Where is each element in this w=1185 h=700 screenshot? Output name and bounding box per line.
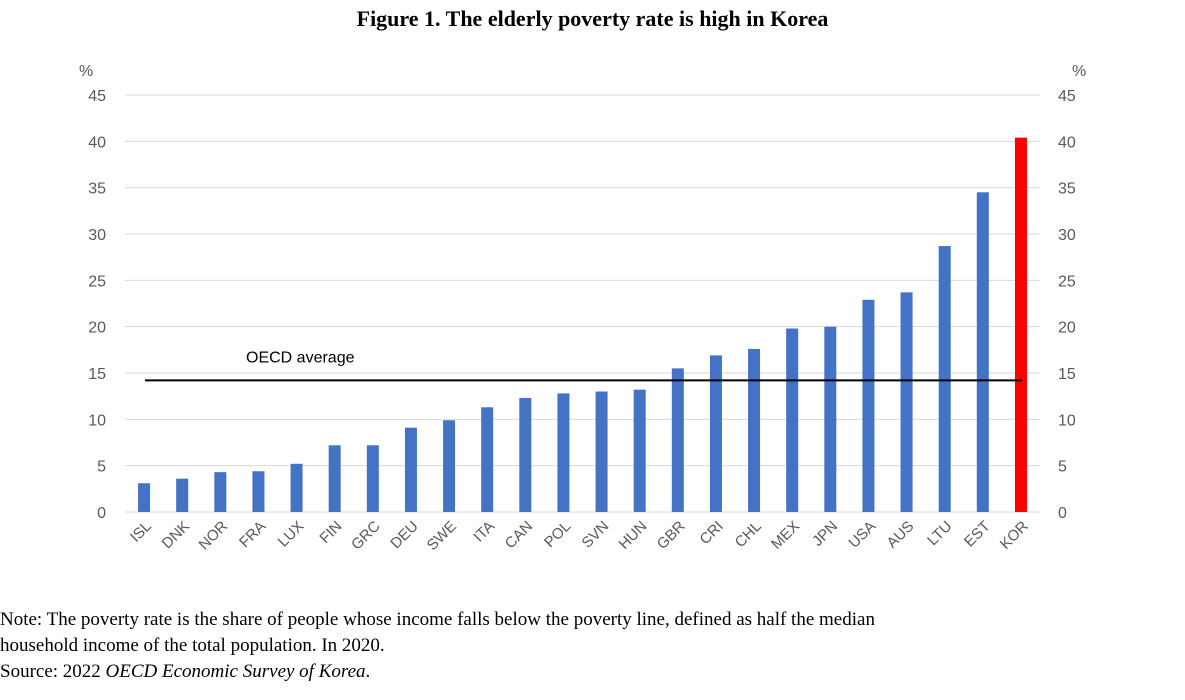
y-tick-right-40: 40: [1058, 134, 1076, 151]
x-tick-isl: ISL: [127, 518, 155, 546]
y-tick-right-35: 35: [1058, 181, 1076, 198]
x-tick-nor: NOR: [196, 518, 232, 554]
bar-ltu: [938, 246, 951, 512]
y-tick-right-20: 20: [1058, 320, 1076, 337]
y-axis-label-right: %: [1072, 63, 1086, 80]
bar-est: [976, 192, 989, 513]
bar-pol: [557, 393, 570, 512]
y-tick-left-20: 20: [88, 320, 106, 337]
source-title: OECD Economic Survey of Korea: [105, 661, 366, 682]
bar-can: [519, 398, 532, 512]
x-tick-deu: DEU: [387, 518, 421, 552]
bar-cri: [709, 355, 722, 512]
y-tick-right-5: 5: [1058, 459, 1067, 476]
bar-fra: [252, 471, 265, 512]
x-tick-swe: SWE: [424, 518, 460, 554]
y-tick-right-10: 10: [1058, 412, 1076, 429]
bar-chl: [748, 348, 761, 512]
chart-note: Note: The poverty rate is the share of p…: [0, 607, 1185, 685]
y-tick-left-45: 45: [88, 88, 106, 105]
x-tick-est: EST: [961, 518, 994, 551]
bar-jpn: [824, 326, 837, 512]
bar-usa: [862, 299, 875, 512]
y-tick-left-35: 35: [88, 181, 106, 198]
bar-aus: [900, 292, 913, 512]
x-tick-cri: CRI: [696, 518, 726, 548]
x-tick-fin: FIN: [316, 518, 345, 547]
x-tick-gbr: GBR: [654, 518, 689, 553]
y-tick-left-5: 5: [97, 459, 106, 476]
y-tick-left-15: 15: [88, 366, 106, 383]
x-tick-usa: USA: [845, 518, 879, 552]
bar-mex: [786, 328, 799, 512]
bar-hun: [633, 389, 646, 512]
bar-lux: [290, 463, 303, 512]
y-tick-right-25: 25: [1058, 273, 1076, 290]
x-tick-lux: LUX: [275, 518, 308, 551]
x-tick-ltu: LTU: [924, 518, 955, 549]
y-tick-right-15: 15: [1058, 366, 1076, 383]
source-prefix: Source: 2022: [0, 661, 106, 682]
bar-nor: [214, 472, 227, 512]
y-tick-left-40: 40: [88, 134, 106, 151]
y-axis-label-left: %: [79, 63, 93, 80]
x-tick-hun: HUN: [616, 518, 651, 553]
y-tick-right-0: 0: [1058, 505, 1067, 522]
source-line: Source: 2022 OECD Economic Survey of Kor…: [0, 659, 1185, 685]
y-tick-right-45: 45: [1058, 88, 1076, 105]
x-tick-aus: AUS: [884, 518, 918, 552]
x-tick-fra: FRA: [236, 518, 269, 551]
y-tick-left-10: 10: [88, 412, 106, 429]
y-tick-right-30: 30: [1058, 227, 1076, 244]
note-line-2: household income of the total population…: [0, 635, 385, 656]
x-tick-chl: CHL: [732, 518, 765, 551]
y-tick-left-25: 25: [88, 273, 106, 290]
bar-grc: [366, 445, 379, 512]
y-tick-left-30: 30: [88, 227, 106, 244]
x-tick-pol: POL: [541, 518, 574, 551]
x-tick-ita: ITA: [470, 518, 498, 546]
x-tick-kor: KOR: [997, 518, 1032, 553]
bar-deu: [404, 427, 417, 512]
x-tick-grc: GRC: [348, 518, 384, 554]
x-tick-can: CAN: [502, 518, 536, 552]
oecd-average-label: OECD average: [246, 349, 355, 366]
y-tick-left-0: 0: [97, 505, 106, 522]
x-tick-jpn: JPN: [809, 518, 841, 550]
note-line-1: Note: The poverty rate is the share of p…: [0, 609, 875, 630]
x-tick-svn: SVN: [579, 518, 613, 552]
bar-swe: [443, 420, 456, 512]
bar-isl: [138, 483, 151, 512]
bar-chart: 0 0 5 5 10 10 15 15 20 20 25 25 30 30 35 35 40 40 45 45% % IS…: [79, 63, 1086, 554]
x-tick-dnk: DNK: [159, 518, 193, 552]
bar-kor: [1014, 137, 1027, 513]
bar-dnk: [176, 478, 189, 512]
chart-title: Figure 1. The elderly poverty rate is hi…: [356, 6, 829, 31]
x-tick-mex: MEX: [768, 518, 803, 553]
source-suffix: .: [365, 661, 371, 682]
bar-gbr: [671, 368, 684, 512]
bar-ita: [481, 407, 494, 512]
bar-fin: [328, 445, 341, 512]
bar-svn: [595, 391, 608, 512]
